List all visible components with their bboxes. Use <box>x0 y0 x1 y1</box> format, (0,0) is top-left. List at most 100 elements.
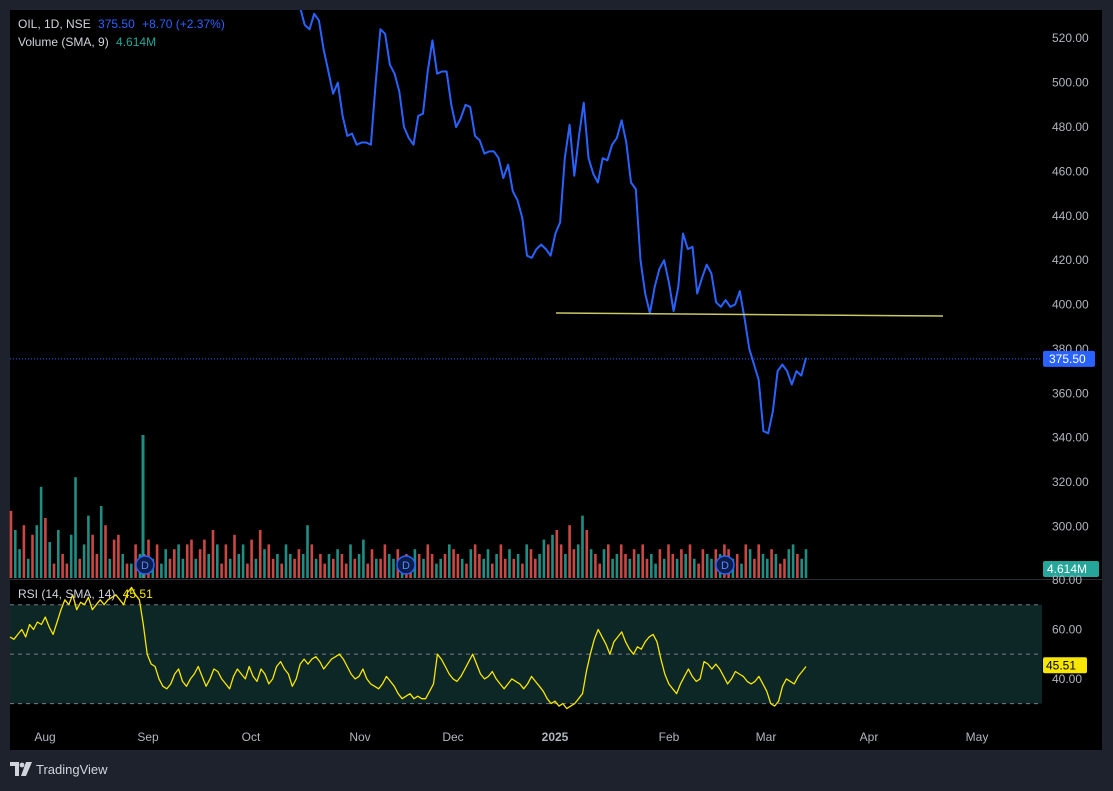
volume-bar-133 <box>581 515 584 578</box>
volume-bar-162 <box>705 554 709 578</box>
volume-bar-4 <box>26 558 30 578</box>
volume-bar-117 <box>512 558 516 578</box>
rsi-label: RSI (14, SMA, 14) <box>18 587 116 601</box>
time-axis-tick-0: Aug <box>34 730 55 744</box>
volume-bar-72 <box>319 554 322 578</box>
price-axis-tick-12: 520.00 <box>1052 31 1089 45</box>
volume-bar-87 <box>383 544 387 578</box>
volume-bar-179 <box>778 563 782 578</box>
volume-bar-182 <box>791 544 795 578</box>
volume-bar-55 <box>246 563 249 578</box>
volume-bar-69 <box>306 525 309 578</box>
volume-bar-5 <box>31 534 34 578</box>
volume-bar-46 <box>207 554 210 578</box>
volume-bar-98 <box>430 554 434 578</box>
volume-bar-66 <box>293 558 296 578</box>
dividend-event-icon-1 <box>396 555 416 575</box>
volume-bar-27 <box>125 563 129 578</box>
volume-bar-115 <box>503 558 507 578</box>
volume-bar-63 <box>280 563 283 578</box>
footer-brand[interactable]: TradingView <box>10 760 108 778</box>
volume-bar-136 <box>594 554 597 578</box>
volume-bar-25 <box>117 534 120 578</box>
last-price-badge <box>1043 350 1095 367</box>
volume-bar-17 <box>82 544 86 578</box>
volume-bar-71 <box>314 558 318 578</box>
volume-bar-163 <box>710 558 713 578</box>
volume-value-label: 4.614M <box>1047 562 1087 576</box>
volume-bar-82 <box>362 539 365 578</box>
volume-bar-40 <box>181 558 185 578</box>
volume-bar-127 <box>555 530 559 578</box>
rsi-legend: RSI (14, SMA, 14) 45.51 <box>18 587 153 601</box>
time-axis-tick-8: Apr <box>860 730 879 744</box>
volume-bar-76 <box>336 549 339 578</box>
volume-bar-2 <box>18 549 21 578</box>
time-axis-tick-4: Dec <box>442 730 463 744</box>
time-axis-tick-1: Sep <box>137 730 159 744</box>
volume-bar-88 <box>387 554 391 578</box>
volume-bar-47 <box>211 530 215 578</box>
main-pane-background <box>10 10 1042 579</box>
price-axis-tick-6: 400.00 <box>1052 298 1089 312</box>
volume-bar-73 <box>323 563 326 578</box>
volume-bar-86 <box>379 558 382 578</box>
rsi-axis-tick-1: 60.00 <box>1052 622 1082 636</box>
volume-bar-9 <box>48 542 51 578</box>
volume-bar-116 <box>508 549 511 578</box>
volume-bar-106 <box>465 563 468 578</box>
volume-bar-176 <box>766 558 769 578</box>
volume-bar-spike <box>141 435 145 578</box>
volume-bar-152 <box>662 558 666 578</box>
volume-bar-16 <box>78 558 82 578</box>
volume-bar-53 <box>237 554 241 578</box>
volume-bar-142 <box>619 544 623 578</box>
volume-bar-48 <box>216 544 219 578</box>
volume-bar-68 <box>301 554 305 578</box>
volume-bar-174 <box>757 544 760 578</box>
volume-bar-23 <box>108 558 112 578</box>
time-axis-tick-5: 2025 <box>542 730 569 744</box>
volume-bar-119 <box>521 563 524 578</box>
volume-bar-177 <box>770 549 773 578</box>
legend-change: +8.70 (+2.37%) <box>142 17 225 31</box>
volume-bar-153 <box>667 544 670 578</box>
volume-bar-169 <box>735 554 739 578</box>
volume-bar-6 <box>35 525 39 578</box>
support-level-line <box>555 312 944 317</box>
volume-bar-105 <box>460 558 464 578</box>
volume-bar-171 <box>744 544 748 578</box>
volume-bar-140 <box>611 558 614 578</box>
dividend-event-icon-2 <box>715 555 735 575</box>
volume-bar-21 <box>99 506 103 578</box>
volume-bar-143 <box>624 554 627 578</box>
price-axis-tick-1: 300.00 <box>1052 520 1089 534</box>
volume-bar-160 <box>697 563 700 578</box>
volume-bar-18 <box>87 515 90 578</box>
volume-bar-180 <box>783 558 786 578</box>
volume-bar-111 <box>486 549 490 578</box>
volume-bar-128 <box>559 544 563 578</box>
volume-bar-135 <box>589 549 593 578</box>
volume-bar-19 <box>91 534 94 578</box>
dividend-event-icon-0 <box>135 555 155 575</box>
volume-bar-12 <box>61 554 64 578</box>
volume-bar-124 <box>542 539 546 578</box>
volume-bar-147 <box>641 544 644 578</box>
volume-bar-138 <box>602 549 606 578</box>
volume-bar-36 <box>164 549 167 578</box>
volume-bar-95 <box>417 554 421 578</box>
volume-bar-123 <box>538 554 541 578</box>
volume-bar-56 <box>250 539 253 578</box>
volume-bar-43 <box>194 558 198 578</box>
volume-bar-83 <box>366 563 369 578</box>
time-axis-tick-3: Nov <box>349 730 370 744</box>
volume-bar-57 <box>254 558 258 578</box>
volume-bar-0 <box>9 510 13 578</box>
volume-bar-108 <box>473 544 477 578</box>
volume-bar-156 <box>680 549 683 578</box>
volume-bar-84 <box>370 549 374 578</box>
volume-bar-59 <box>263 549 266 578</box>
